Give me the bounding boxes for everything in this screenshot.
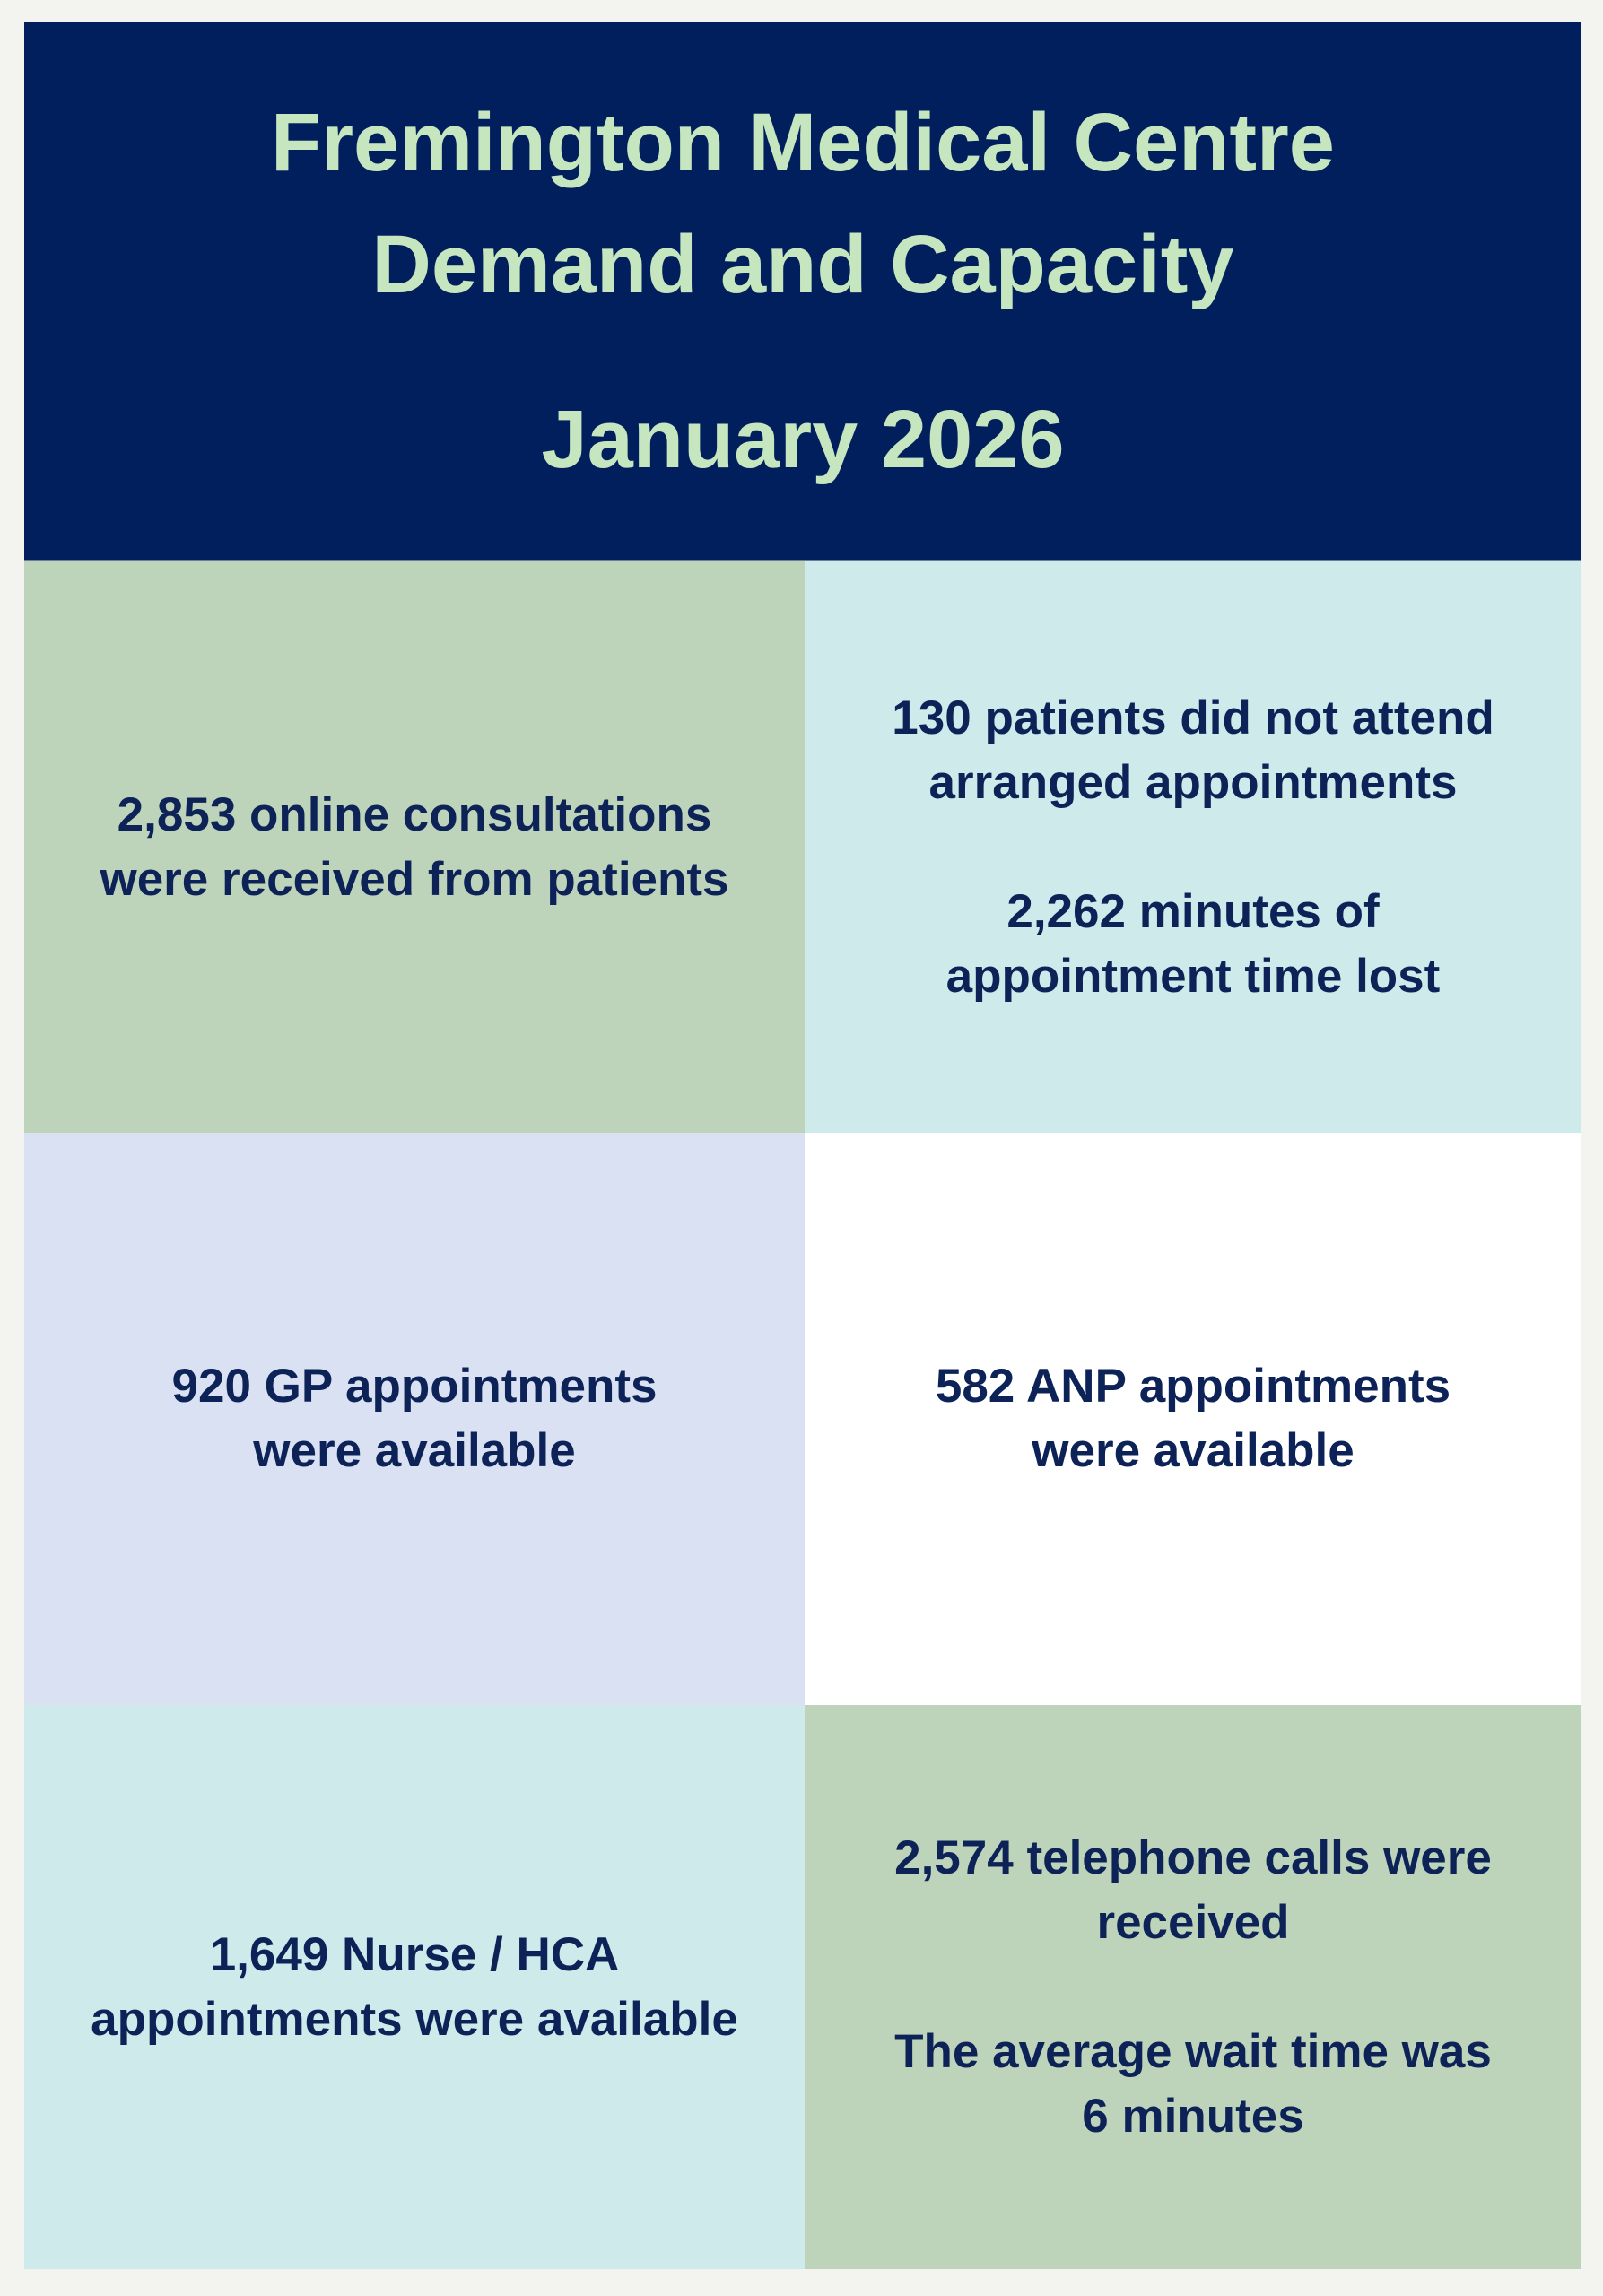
nurse-appointments-cell: 1,649 Nurse / HCA appointments were avai…: [24, 1705, 805, 2269]
dna-line-1: 130 patients did not attend: [892, 691, 1494, 744]
gp-line-2: were available: [253, 1424, 576, 1477]
anp-line-1: 582 ANP appointments: [935, 1360, 1451, 1413]
infographic: Fremington Medical Centre Demand and Cap…: [24, 22, 1581, 2269]
nurse-line-1: 1,649 Nurse / HCA: [209, 1927, 620, 1981]
dna-line-3: 2,262 minutes of: [1006, 884, 1380, 938]
dna-line-4: appointment time lost: [945, 949, 1441, 1003]
gp-line-1: 920 GP appointments: [171, 1360, 658, 1413]
calls-line-2: received: [1096, 1895, 1290, 1949]
dna-cell: 130 patients did not attend arranged app…: [805, 561, 1581, 1133]
header: Fremington Medical Centre Demand and Cap…: [24, 22, 1581, 561]
telephone-calls-cell: 2,574 telephone calls were received The …: [805, 1705, 1581, 2269]
calls-line-4: 6 minutes: [1082, 2089, 1304, 2143]
dna-line-2: arranged appointments: [928, 755, 1458, 809]
online-consultations-cell: 2,853 online consultations were received…: [24, 561, 805, 1133]
anp-appointments-cell: 582 ANP appointments were available: [805, 1133, 1581, 1705]
online-line-1: 2,853 online consultations: [117, 787, 712, 841]
calls-line-1: 2,574 telephone calls were: [894, 1831, 1492, 1884]
online-line-2: were received from patients: [100, 852, 729, 906]
calls-line-3: The average wait time was: [894, 2024, 1492, 2078]
title-line-1: Fremington Medical Centre: [271, 97, 1335, 188]
gp-appointments-cell: 920 GP appointments were available: [24, 1133, 805, 1705]
period-title: January 2026: [541, 394, 1065, 485]
title-line-2: Demand and Capacity: [371, 219, 1234, 310]
anp-line-2: were available: [1032, 1424, 1355, 1477]
nurse-line-2: appointments were available: [91, 1992, 738, 2046]
